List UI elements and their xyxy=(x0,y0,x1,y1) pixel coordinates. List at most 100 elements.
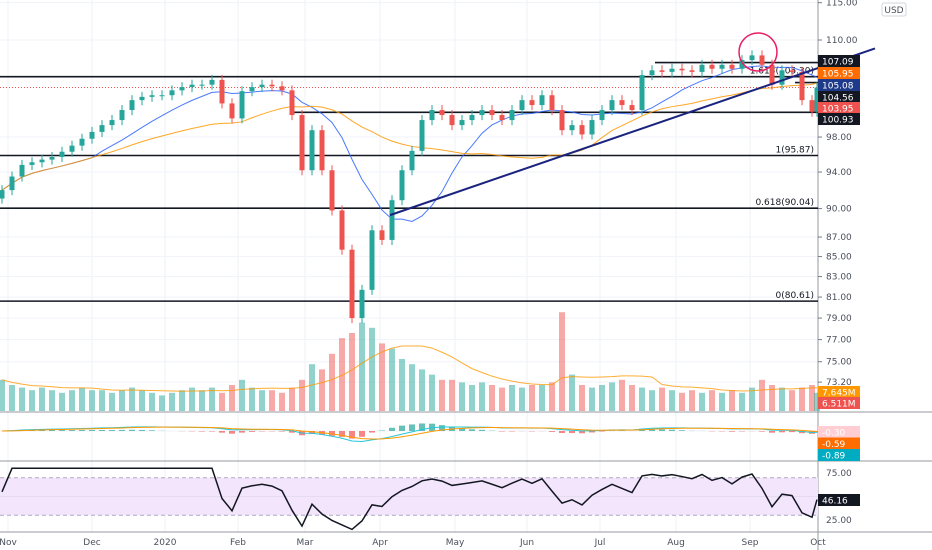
macd-histogram-bar xyxy=(219,431,225,433)
candle-body xyxy=(799,71,805,101)
candle-body xyxy=(689,70,695,72)
price-tag-ma20-bg xyxy=(818,79,860,91)
candle xyxy=(429,105,435,126)
candle-body xyxy=(269,84,275,87)
price-tag-ma50: 105.95 xyxy=(822,70,854,80)
macd-histogram-bar xyxy=(559,431,565,434)
candle xyxy=(139,91,145,106)
trendline xyxy=(389,47,876,217)
macd-histogram-bar xyxy=(109,430,115,431)
candle xyxy=(309,125,315,176)
price-tick-label: 98.00 xyxy=(826,133,852,143)
candle-body xyxy=(159,95,165,97)
price-tick-label: 85.00 xyxy=(826,253,852,263)
candle xyxy=(549,90,555,116)
price-tag-107-bg xyxy=(818,55,860,67)
candle xyxy=(209,74,215,90)
volume-bar xyxy=(499,387,505,411)
macd-histogram-bar xyxy=(459,428,465,431)
candle-body xyxy=(189,84,195,88)
volume-bar xyxy=(279,392,285,411)
candle-body xyxy=(589,120,595,135)
candle xyxy=(169,85,175,101)
time-axis-label: 2020 xyxy=(154,538,177,548)
macd-histogram-bar xyxy=(129,429,135,431)
currency-badge[interactable]: USD xyxy=(881,2,907,17)
candle xyxy=(689,65,695,77)
price-tick-label: 79.00 xyxy=(826,314,852,324)
candle xyxy=(409,145,415,176)
volume-bar xyxy=(239,379,245,411)
volume-bar xyxy=(519,387,525,411)
price-tag-100-bg xyxy=(818,113,860,125)
candle xyxy=(709,59,715,74)
candle-body xyxy=(579,125,585,135)
sma20-line xyxy=(1,65,818,222)
candle xyxy=(279,81,285,96)
candle-body xyxy=(559,110,565,131)
volume-bar xyxy=(179,390,185,411)
volume-bar xyxy=(779,387,785,411)
time-axis-label: May xyxy=(446,538,465,548)
volume-bar xyxy=(389,348,395,411)
volume-bar xyxy=(529,385,535,411)
volume-bar xyxy=(139,390,145,411)
candle-body xyxy=(289,90,295,116)
macd-histogram-bar xyxy=(579,431,585,434)
candle-body xyxy=(389,200,395,240)
candle xyxy=(649,65,655,81)
candle xyxy=(589,115,595,140)
candle-body xyxy=(699,64,705,72)
macd-histogram-bar xyxy=(599,431,605,432)
macd-histogram-bar xyxy=(69,430,75,431)
level-label: 0(80.61) xyxy=(775,291,814,301)
time-axis-label: Jul xyxy=(594,538,606,548)
candle xyxy=(119,105,125,126)
macd-histogram-bar xyxy=(409,424,415,431)
volume-bar xyxy=(349,333,355,411)
candle-body xyxy=(609,100,615,111)
candle-body xyxy=(679,68,685,71)
candle xyxy=(289,85,295,121)
macd-histogram-bar xyxy=(729,431,735,432)
volume-bar xyxy=(369,327,375,411)
candle xyxy=(529,95,535,111)
candle xyxy=(559,105,565,136)
volume-bar xyxy=(149,392,155,411)
volume-bar xyxy=(399,359,405,411)
candle xyxy=(39,154,45,168)
macd-histogram-bar xyxy=(589,431,595,433)
candle-body xyxy=(19,164,25,177)
volume-bar xyxy=(169,392,175,411)
macd-histogram-bar xyxy=(789,431,795,433)
price-tag-104: 104.56 xyxy=(822,94,854,104)
candle-body xyxy=(729,64,735,69)
candle-body xyxy=(109,120,115,126)
candle-body xyxy=(759,55,765,65)
candle-body xyxy=(319,130,325,171)
macd-histogram-bar xyxy=(369,431,375,433)
candle-body xyxy=(339,210,345,250)
price-tick-label: 81.00 xyxy=(826,293,852,303)
time-axis-label: Mar xyxy=(297,538,314,548)
candle xyxy=(639,70,645,116)
candle xyxy=(809,95,815,117)
macd-histogram-bar xyxy=(79,430,85,431)
candle xyxy=(329,165,335,216)
candle xyxy=(349,244,355,324)
price-tick-label: 75.00 xyxy=(826,358,852,368)
time-axis-label: Nov xyxy=(0,538,17,548)
candle-body xyxy=(549,95,555,111)
candle xyxy=(609,95,615,116)
candle-body xyxy=(229,103,235,119)
price-tick-label: 110.00 xyxy=(826,36,858,46)
candle xyxy=(479,105,485,121)
candle xyxy=(249,82,255,97)
volume-bar xyxy=(609,382,615,411)
macd-histogram-bar xyxy=(649,429,655,431)
candle-body xyxy=(9,176,15,191)
price-tag-ma50-bg xyxy=(818,67,860,79)
volume-bar xyxy=(289,387,295,411)
